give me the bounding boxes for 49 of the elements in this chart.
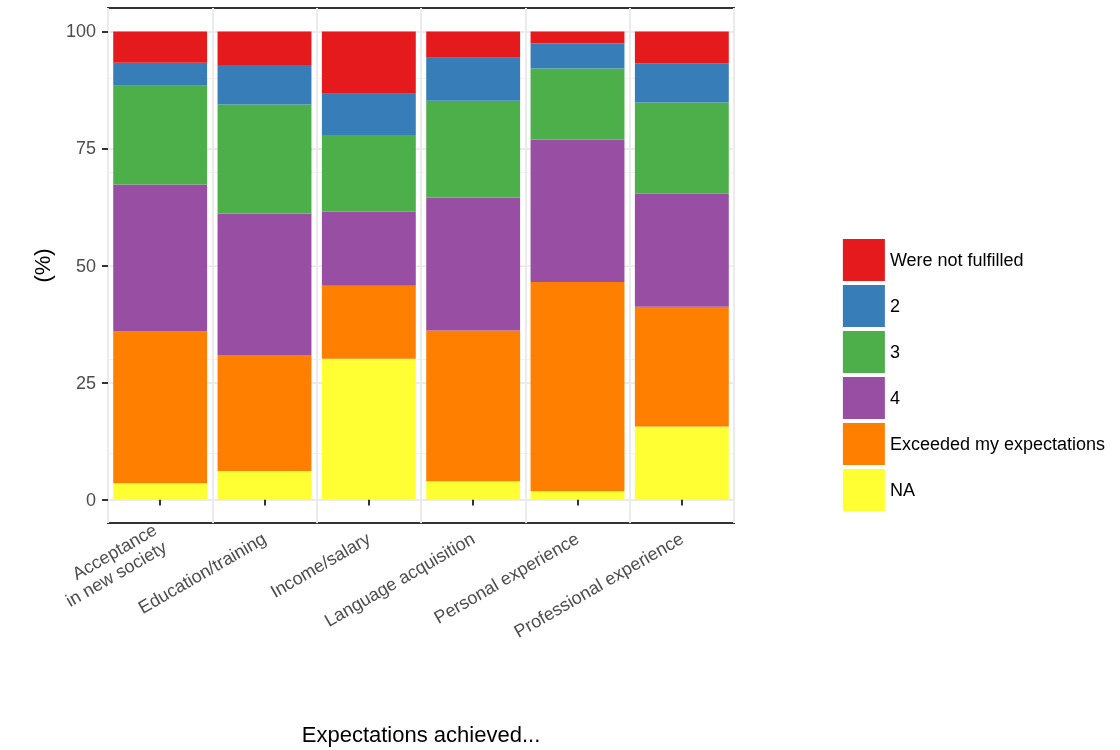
bar	[426, 100, 521, 198]
bar	[321, 285, 416, 359]
y-axis-title: (%)	[29, 248, 55, 283]
bar	[321, 93, 416, 135]
bar	[217, 471, 312, 500]
bar	[113, 483, 208, 500]
bar	[217, 65, 312, 105]
y-tick-label: 25	[75, 372, 96, 393]
bar	[321, 134, 416, 212]
legend-label: Exceeded my expectations	[889, 434, 1105, 454]
bar	[321, 31, 416, 94]
bar	[530, 281, 625, 492]
legend-label: Were not fulfilled	[889, 250, 1024, 270]
bar	[530, 139, 625, 282]
bar	[113, 184, 208, 332]
y-tick-label: 0	[85, 489, 96, 510]
bar	[530, 43, 625, 69]
bar	[217, 213, 312, 355]
y-tick-label: 75	[75, 138, 96, 159]
y-tick-label: 100	[65, 21, 96, 42]
bar	[217, 104, 312, 214]
bar	[113, 31, 208, 63]
bar	[217, 31, 312, 66]
bar	[426, 330, 521, 482]
bar	[530, 491, 625, 500]
bar	[426, 31, 521, 58]
bar	[634, 426, 729, 500]
bar	[634, 31, 729, 64]
bar	[634, 193, 729, 307]
bar	[634, 63, 729, 103]
bar	[217, 354, 312, 472]
legend-label: NA	[889, 480, 915, 500]
bar	[530, 31, 625, 44]
legend-label: 2	[889, 296, 900, 316]
y-tick-label: 50	[75, 255, 96, 276]
bar	[113, 85, 208, 185]
bar	[634, 306, 729, 427]
bar	[113, 331, 208, 484]
bar	[321, 211, 416, 286]
x-axis-title: Expectations achieved...	[301, 721, 541, 747]
bar	[321, 358, 416, 500]
bar	[113, 62, 208, 86]
legend-label: 4	[889, 388, 900, 408]
legend-label: 3	[889, 342, 900, 362]
bar	[426, 197, 521, 331]
bar	[426, 57, 521, 101]
bar	[530, 68, 625, 140]
bar	[634, 102, 729, 194]
bar	[426, 481, 521, 500]
